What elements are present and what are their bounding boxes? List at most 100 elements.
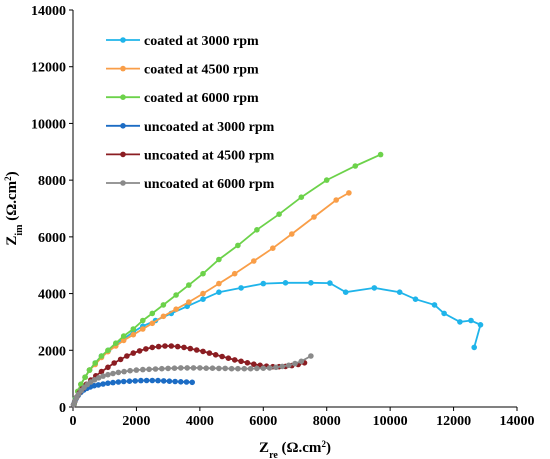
data-point [117, 356, 124, 363]
data-point [100, 373, 106, 379]
legend-entry: coated at 6000 rpm [106, 91, 259, 106]
data-point [95, 382, 102, 388]
data-point [159, 365, 165, 372]
data-point [216, 256, 222, 263]
data-point [183, 379, 190, 385]
data-point [346, 190, 352, 196]
data-point [216, 365, 222, 372]
data-point [178, 365, 184, 371]
legend-swatch-marker [120, 180, 126, 186]
data-point [171, 365, 178, 372]
legend-entry: uncoated at 6000 rpm [106, 177, 275, 192]
data-point [308, 353, 314, 359]
data-point [149, 377, 156, 384]
data-point [431, 302, 438, 308]
data-point [127, 367, 133, 374]
y-tick-label: 12000 [31, 61, 66, 76]
data-point [377, 151, 384, 158]
data-point [289, 231, 295, 237]
x-axis-title-sub: re [269, 450, 278, 459]
data-point [468, 317, 474, 324]
data-point [168, 343, 175, 349]
data-point [251, 258, 257, 264]
data-point [174, 343, 181, 350]
data-point [260, 280, 267, 287]
data-point [143, 377, 150, 384]
data-point [173, 306, 179, 313]
legend-swatch-marker [120, 94, 126, 100]
data-point [266, 365, 273, 371]
data-point [298, 358, 305, 365]
data-point [260, 365, 267, 372]
data-point [178, 379, 184, 385]
data-point [95, 375, 102, 381]
data-point [92, 360, 98, 366]
data-point [121, 368, 127, 375]
y-axis-title-unit: (Ω.cm [4, 180, 20, 224]
data-point [130, 326, 137, 332]
data-point [333, 197, 340, 203]
data-point [105, 364, 111, 371]
data-point [216, 289, 222, 296]
series-line [73, 281, 482, 405]
data-point [132, 378, 138, 384]
data-point [152, 366, 159, 372]
data-point [327, 280, 333, 286]
data-point [105, 380, 111, 387]
data-point [200, 270, 206, 277]
data-point [146, 366, 152, 373]
data-point [113, 340, 119, 347]
series-coated-at-3000-rpm [71, 280, 484, 408]
legend-label: coated at 3000 rpm [144, 34, 259, 49]
data-point [225, 355, 232, 362]
data-point [311, 214, 317, 220]
data-point [203, 365, 209, 372]
data-point [140, 326, 146, 332]
y-tick-label: 10000 [31, 117, 66, 132]
data-point [238, 358, 244, 365]
data-point [222, 365, 228, 372]
data-point [238, 285, 244, 291]
data-point [441, 310, 447, 317]
data-point [371, 285, 378, 291]
x-tick-label: 2000 [122, 414, 150, 429]
data-point [189, 379, 195, 386]
data-point [206, 350, 213, 356]
data-point [110, 379, 116, 386]
data-point [228, 365, 235, 372]
data-point [186, 282, 192, 288]
y-tick-label: 0 [59, 401, 66, 416]
data-point [160, 378, 167, 384]
data-point [149, 320, 156, 327]
data-point [342, 289, 349, 296]
data-point [120, 378, 127, 385]
y-tick-label: 6000 [38, 231, 66, 246]
data-point [149, 310, 156, 317]
data-point [187, 345, 194, 352]
data-point [209, 365, 216, 372]
axes [72, 10, 517, 408]
data-point [120, 337, 127, 344]
series-uncoated-at-6000-rpm [70, 353, 314, 408]
data-point [86, 367, 93, 373]
data-point [285, 362, 292, 369]
y-axis-title: Zim (Ω.cm2) [3, 171, 25, 245]
y-tick-label: 2000 [38, 344, 66, 359]
data-point [298, 194, 305, 200]
y-ticks: 0 2000 4000 6000 8000 10000 12000 14000 [31, 4, 73, 416]
data-point [241, 365, 248, 372]
data-point [270, 245, 276, 251]
x-tick-label: 12000 [436, 414, 471, 429]
data-point [130, 350, 137, 356]
data-point [160, 302, 167, 308]
y-tick-label: 8000 [38, 174, 66, 189]
data-point [396, 289, 403, 296]
data-point [140, 317, 146, 324]
x-axis-title-unit: (Ω.cm [278, 440, 322, 456]
data-point [276, 211, 282, 217]
x-axis-title-base: Z [259, 440, 269, 456]
data-point [471, 344, 478, 351]
legend-swatch-marker [120, 123, 126, 129]
data-point [190, 365, 197, 371]
data-point [247, 365, 254, 372]
